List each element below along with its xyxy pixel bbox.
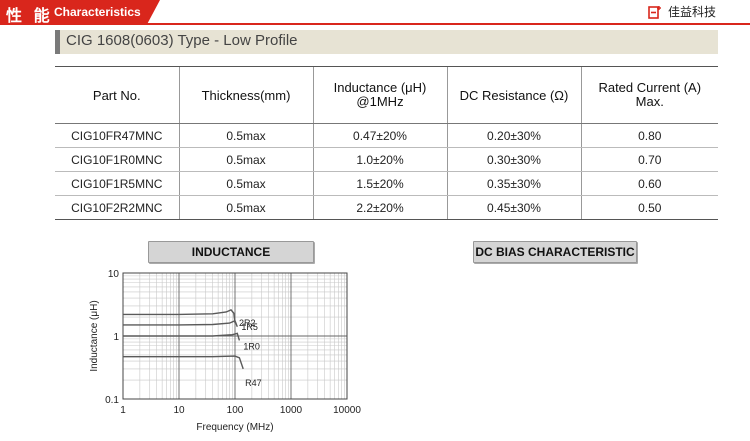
table-cell: 0.20±30% xyxy=(446,123,581,148)
series-label: 1R5 xyxy=(241,322,258,332)
page-header: 性 能 Characteristics 佳益科技 xyxy=(0,0,750,25)
series-line-r47 xyxy=(123,355,244,370)
table-cell: 0.5max xyxy=(178,147,313,172)
column-header: Rated Current (A) Max. xyxy=(580,66,718,124)
table-cell: 0.35±30% xyxy=(446,171,581,196)
table-row: CIG10F2R2MNC 0.5max 2.2±20% 0.45±30% 0.5… xyxy=(55,195,718,220)
table-cell: 0.60 xyxy=(580,171,718,196)
series-line-1r0 xyxy=(123,332,241,341)
y-tick-label: 10 xyxy=(108,269,120,280)
series-label: R47 xyxy=(245,378,262,388)
x-tick-label: 1 xyxy=(120,405,126,416)
brand: 佳益科技 xyxy=(648,3,716,20)
section-title: CIG 1608(0603) Type - Low Profile xyxy=(66,32,298,49)
dc-bias-chart-title: DC BIAS CHARACTERISTIC xyxy=(473,241,637,263)
table-cell: CIG10F2R2MNC xyxy=(55,195,179,220)
brand-logo-icon xyxy=(648,5,661,19)
y-axis-label: Inductance (μH) xyxy=(89,300,100,371)
series-label: 2R2 xyxy=(239,318,256,328)
column-header: DC Resistance (Ω) xyxy=(446,66,581,124)
table-header-row: Part No. Thickness(mm) Inductance (μH) @… xyxy=(55,66,718,124)
series-label: 1R0 xyxy=(243,341,260,351)
header-rule xyxy=(0,23,750,25)
column-header: Thickness(mm) xyxy=(178,66,313,124)
x-axis-label: Frequency (MHz) xyxy=(196,422,273,433)
dc-bias-chart: 101001000100001010.1Current(mA)Inductanc… xyxy=(375,261,750,441)
y-tick-label: 0.1 xyxy=(105,395,119,406)
header-title-en: Characteristics xyxy=(54,5,141,19)
brand-name: 佳益科技 xyxy=(667,5,716,19)
table-row: CIG10F1R5MNC 0.5max 1.5±20% 0.35±30% 0.6… xyxy=(55,171,718,196)
table-cell: 0.70 xyxy=(580,147,718,172)
table-cell: 0.30±30% xyxy=(446,147,581,172)
section-bar xyxy=(55,30,718,54)
inductance-chart-title: INDUCTANCE xyxy=(148,241,314,263)
column-header: Part No. xyxy=(55,66,179,124)
table-cell: CIG10F1R5MNC xyxy=(55,171,179,196)
x-tick-label: 1000 xyxy=(280,405,303,416)
table-cell: 0.5max xyxy=(178,195,313,220)
header-title-cn: 性 能 xyxy=(6,6,53,25)
x-tick-label: 100 xyxy=(227,405,244,416)
series-line-1r5 xyxy=(123,319,238,328)
table-cell: 0.5max xyxy=(178,171,313,196)
table-cell: CIG10FR47MNC xyxy=(55,123,179,148)
x-tick-label: 10 xyxy=(173,405,185,416)
header-band xyxy=(0,0,160,24)
table-cell: 2.2±20% xyxy=(312,195,447,220)
table-cell: 0.45±30% xyxy=(446,195,581,220)
table-cell: 0.5max xyxy=(178,123,313,148)
column-header: Inductance (μH) @1MHz xyxy=(312,66,447,124)
spec-table: Part No. Thickness(mm) Inductance (μH) @… xyxy=(55,66,718,220)
y-tick-label: 1 xyxy=(113,332,119,343)
table-cell: 0.47±20% xyxy=(312,123,447,148)
table-row: CIG10FR47MNC 0.5max 0.47±20% 0.20±30% 0.… xyxy=(55,123,718,148)
table-cell: 1.5±20% xyxy=(312,171,447,196)
table-cell: 0.50 xyxy=(580,195,718,220)
x-tick-label: 10000 xyxy=(333,405,361,416)
table-cell: 0.80 xyxy=(580,123,718,148)
table-cell: 1.0±20% xyxy=(312,147,447,172)
table-cell: CIG10F1R0MNC xyxy=(55,147,179,172)
series-line-2r2 xyxy=(123,309,236,324)
table-row: CIG10F1R0MNC 0.5max 1.0±20% 0.30±30% 0.7… xyxy=(55,147,718,172)
section-accent xyxy=(55,30,60,54)
